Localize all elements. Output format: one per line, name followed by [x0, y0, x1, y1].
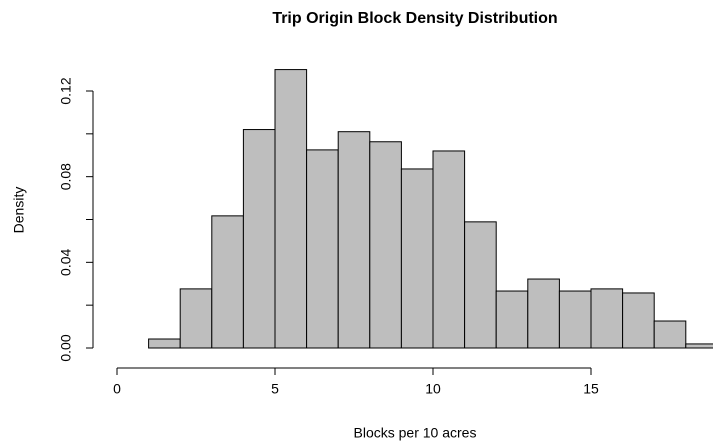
bar [527, 278, 560, 349]
bar [148, 338, 181, 349]
x-tick-label: 5 [271, 381, 279, 397]
x-axis-label: Blocks per 10 acres [354, 425, 477, 441]
y-tick-label: 0.08 [58, 163, 74, 190]
bar [558, 290, 592, 349]
x-tick-label: 10 [425, 381, 441, 397]
bar [653, 320, 687, 349]
bar [622, 292, 655, 349]
bar [464, 221, 497, 349]
chart-title: Trip Origin Block Density Distribution [272, 10, 557, 27]
y-tick-label: 0.04 [58, 248, 74, 275]
bar [337, 131, 371, 349]
bar [590, 288, 624, 349]
bar [432, 150, 466, 349]
bar [400, 168, 434, 349]
plot-area [148, 69, 713, 349]
y-axis-label: Density [11, 187, 27, 234]
bar [495, 290, 529, 349]
bar [179, 288, 213, 349]
y-tick-label: 0.00 [58, 334, 74, 361]
y-tick-label: 0.12 [58, 77, 74, 104]
x-tick-label: 0 [113, 381, 121, 397]
x-tick-label: 15 [583, 381, 599, 397]
bar [369, 141, 402, 349]
bar [685, 343, 713, 349]
bar [211, 215, 244, 349]
bar [306, 149, 339, 349]
bar [274, 69, 308, 349]
bar [242, 129, 276, 349]
